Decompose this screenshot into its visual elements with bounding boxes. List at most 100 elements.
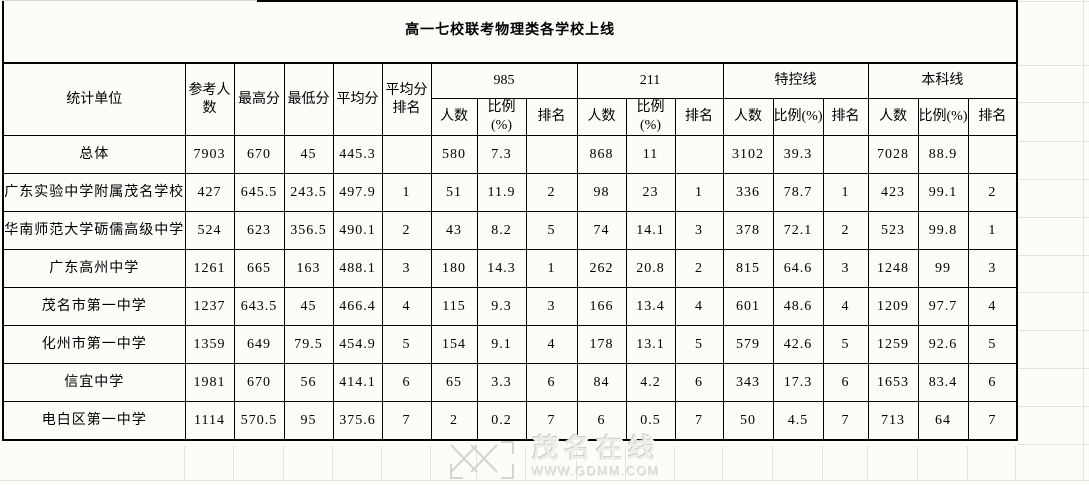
school-name-cell: 信宜中学 (2, 363, 186, 403)
data-cell: 665 (233, 249, 285, 289)
data-cell: 14.1 (625, 211, 676, 251)
data-cell (822, 135, 869, 175)
data-cell: 497.9 (332, 173, 383, 213)
group-header-211: 211 (576, 62, 724, 99)
sub-header-rank: 排名 (967, 97, 1018, 137)
data-cell: 1237 (184, 287, 235, 327)
data-cell: 488.1 (332, 249, 383, 289)
table-row: 电白区第一中学 1114 570.5 95 375.6 7 2 0.2 7 6 … (2, 401, 1018, 441)
sub-header-ratio: 比例(%) (625, 97, 676, 137)
watermark-url-text: WWW.GDMM.COM (532, 465, 661, 479)
data-cell: 48.6 (772, 287, 824, 327)
data-cell: 6 (576, 401, 627, 441)
data-cell: 4.2 (625, 363, 676, 403)
data-cell: 1248 (867, 249, 919, 289)
data-cell: 6 (381, 363, 432, 403)
data-cell: 7 (822, 401, 869, 441)
data-cell: 17.3 (772, 363, 824, 403)
data-cell: 99.1 (917, 173, 969, 213)
data-cell: 3.3 (476, 363, 527, 403)
data-cell: 1981 (184, 363, 235, 403)
data-cell: 39.3 (772, 135, 824, 175)
data-cell: 4 (822, 287, 869, 327)
data-cell: 375.6 (332, 401, 383, 441)
data-cell: 7 (674, 401, 724, 441)
data-cell: 343 (722, 363, 774, 403)
data-cell: 4 (525, 325, 578, 365)
col-header-ref-count: 参考人数 (184, 62, 235, 137)
data-cell: 92.6 (917, 325, 969, 365)
data-cell: 1 (822, 173, 869, 213)
scores-table: 高一七校联考物理类各学校上线 统计单位 参考人数 最高分 最低分 平均分 平均分… (2, 0, 1019, 442)
title-row: 高一七校联考物理类各学校上线 (2, 0, 1018, 64)
data-cell: 713 (867, 401, 919, 441)
school-name-cell: 总体 (2, 135, 186, 175)
data-cell: 601 (722, 287, 774, 327)
sub-header-rank: 排名 (525, 97, 578, 137)
data-cell: 4 (674, 287, 724, 327)
sub-header-rank: 排名 (674, 97, 724, 137)
school-name-cell: 广东高州中学 (2, 249, 186, 289)
col-header-max-score: 最高分 (233, 62, 285, 137)
data-cell: 4 (381, 287, 432, 327)
watermark-logo-icon (450, 441, 514, 479)
data-cell: 45 (283, 135, 334, 175)
data-cell: 11 (625, 135, 676, 175)
data-cell: 65 (430, 363, 478, 403)
data-cell: 1653 (867, 363, 919, 403)
data-cell: 427 (184, 173, 235, 213)
data-cell: 7 (967, 401, 1018, 441)
data-cell: 13.4 (625, 287, 676, 327)
watermark: 茂名在线 WWW.GDMM.COM (446, 436, 660, 482)
sub-header-rank: 排名 (822, 97, 869, 137)
title-top-border-faint (2, 0, 257, 1)
data-cell: 178 (576, 325, 627, 365)
data-cell: 643.5 (233, 287, 285, 327)
data-cell: 815 (722, 249, 774, 289)
data-cell: 7.3 (476, 135, 527, 175)
data-cell: 72.1 (772, 211, 824, 251)
data-cell: 580 (430, 135, 478, 175)
data-cell (525, 135, 578, 175)
data-cell: 99 (917, 249, 969, 289)
data-cell: 50 (722, 401, 774, 441)
sub-header-ratio: 比例(%) (772, 97, 824, 137)
data-cell: 524 (184, 211, 235, 251)
sub-header-count: 人数 (576, 97, 627, 137)
data-cell: 1261 (184, 249, 235, 289)
data-cell: 670 (233, 363, 285, 403)
data-cell: 42.6 (772, 325, 824, 365)
group-header-985: 985 (430, 62, 578, 99)
data-cell: 154 (430, 325, 478, 365)
data-cell: 7 (381, 401, 432, 441)
data-cell: 64 (917, 401, 969, 441)
sub-header-count: 人数 (430, 97, 478, 137)
data-cell: 490.1 (332, 211, 383, 251)
data-cell: 11.9 (476, 173, 527, 213)
data-cell: 6 (525, 363, 578, 403)
data-cell: 98 (576, 173, 627, 213)
data-cell: 2 (822, 211, 869, 251)
data-cell: 423 (867, 173, 919, 213)
table-row: 化州市第一中学 1359 649 79.5 454.9 5 154 9.1 4 … (2, 325, 1018, 365)
data-cell: 115 (430, 287, 478, 327)
data-cell: 74 (576, 211, 627, 251)
data-cell: 6 (822, 363, 869, 403)
data-cell: 14.3 (476, 249, 527, 289)
data-cell: 1 (674, 173, 724, 213)
data-cell: 1 (525, 249, 578, 289)
data-cell: 8.2 (476, 211, 527, 251)
data-cell: 645.5 (233, 173, 285, 213)
data-cell: 5 (525, 211, 578, 251)
watermark-text: 茂名在线 WWW.GDMM.COM (532, 436, 660, 479)
data-cell: 454.9 (332, 325, 383, 365)
data-cell: 868 (576, 135, 627, 175)
data-cell: 1359 (184, 325, 235, 365)
school-name-cell: 茂名市第一中学 (2, 287, 186, 327)
data-cell: 9.1 (476, 325, 527, 365)
data-cell (674, 135, 724, 175)
data-cell: 97.7 (917, 287, 969, 327)
table-row: 信宜中学 1981 670 56 414.1 6 65 3.3 6 84 4.2… (2, 363, 1018, 403)
data-cell: 466.4 (332, 287, 383, 327)
